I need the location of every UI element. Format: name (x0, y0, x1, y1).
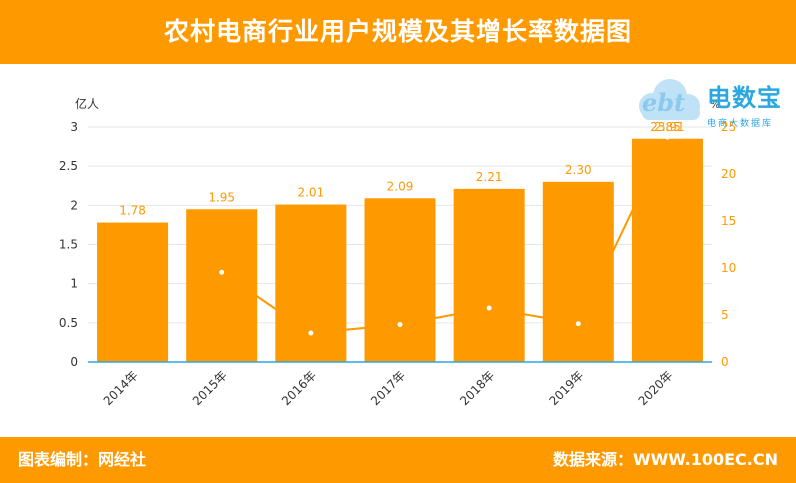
bar (453, 188, 525, 362)
growth-point (397, 322, 403, 328)
x-tick-label: 2020年 (636, 368, 676, 408)
x-tick-label: 2019年 (546, 368, 586, 408)
bar-value-label: 2.01 (297, 186, 324, 200)
header-bar: 农村电商行业用户规模及其增长率数据图 (0, 0, 796, 64)
bar (186, 209, 258, 362)
y-left-tick-label: 0 (70, 355, 78, 369)
bar-value-label: 2.85 (654, 120, 681, 134)
logo: ebt 电数宝 电商大数据库 (630, 72, 792, 132)
footer-credit: 图表编制：网经社 (18, 450, 147, 469)
y-right-axis-title: % (710, 98, 720, 111)
y-right-tick-label: 5 (721, 308, 729, 322)
logo-brand-mark: ebt (642, 88, 686, 117)
x-tick-label: 2014年 (101, 368, 141, 408)
growth-point (308, 330, 314, 336)
y-left-tick-label: 3 (70, 120, 78, 134)
page-title: 农村电商行业用户规模及其增长率数据图 (163, 17, 632, 46)
bar-value-label: 2.21 (476, 170, 503, 184)
cloud-icon (639, 79, 700, 120)
x-tick-label: 2017年 (368, 368, 408, 408)
y-right-tick-label: 25 (721, 120, 736, 134)
bar (97, 222, 169, 362)
growth-point (575, 321, 581, 327)
growth-line (221, 136, 669, 335)
x-tick-label: 2018年 (457, 368, 497, 408)
bar-value-label: 2.30 (565, 163, 592, 177)
logo-text: 电数宝 (707, 84, 782, 112)
bar-value-label: 1.78 (119, 204, 146, 218)
y-left-tick-label: 1 (70, 277, 78, 291)
y-left-tick-label: 2 (70, 198, 78, 212)
bar-value-label: 1.95 (208, 190, 235, 204)
y-left-tick-label: 0.5 (59, 316, 78, 330)
bar (631, 138, 703, 362)
x-tick-label: 2016年 (279, 368, 319, 408)
footer-source: 数据来源：WWW.100EC.CN (552, 450, 778, 469)
bar (275, 204, 347, 362)
logo-subtitle: 电商大数据库 (707, 119, 774, 129)
y-right-tick-label: 15 (721, 214, 736, 228)
bar-value-label: 2.09 (387, 179, 414, 193)
footer-bar: 图表编制：网经社 数据来源：WWW.100EC.CN (0, 437, 796, 483)
growth-point (664, 134, 670, 140)
y-right-tick-label: 10 (721, 261, 736, 275)
growth-point (219, 269, 225, 275)
y-left-tick-label: 1.5 (59, 238, 78, 252)
line-value-label: 23.91 (650, 120, 684, 134)
growth-point (486, 305, 492, 311)
y-right-tick-label: 20 (721, 167, 736, 181)
bar (364, 198, 436, 362)
x-tick-label: 2015年 (190, 368, 230, 408)
y-right-tick-label: 0 (721, 355, 729, 369)
y-left-tick-label: 2.5 (59, 159, 78, 173)
y-left-axis-title: 亿人 (75, 96, 99, 111)
